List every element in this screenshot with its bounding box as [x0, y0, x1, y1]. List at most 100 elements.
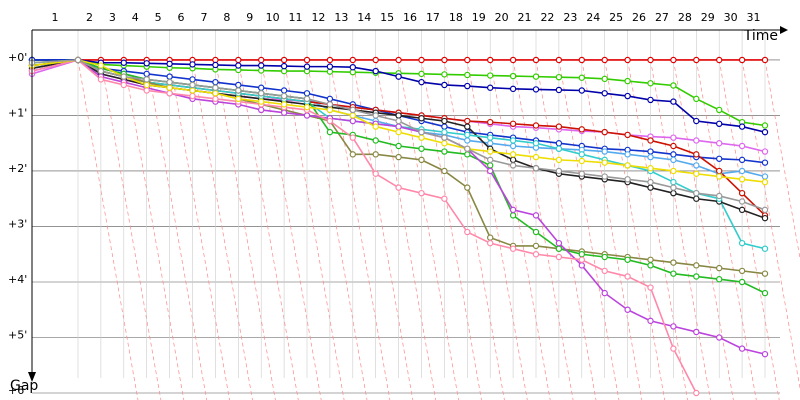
point: [464, 56, 471, 64]
point: [326, 106, 334, 114]
point: [395, 112, 402, 119]
point: [280, 56, 288, 64]
point: [738, 239, 746, 247]
point: [441, 123, 448, 130]
point: [280, 87, 288, 94]
lap-line: [100, 59, 162, 400]
x-tick-label: 26: [632, 11, 646, 24]
point: [441, 167, 448, 175]
point: [670, 98, 677, 105]
point: [97, 67, 105, 75]
point: [761, 206, 769, 214]
point: [349, 112, 356, 119]
point: [464, 184, 471, 191]
point: [693, 262, 700, 269]
series-line: [31, 59, 766, 250]
x-tick-label: 16: [403, 11, 417, 24]
point: [464, 131, 471, 139]
point: [395, 117, 402, 125]
point: [349, 117, 356, 125]
point: [464, 71, 471, 79]
point: [716, 173, 723, 180]
point: [487, 118, 494, 126]
point: [326, 56, 334, 64]
point: [280, 109, 288, 116]
point: [670, 151, 677, 158]
point: [647, 262, 654, 269]
point: [555, 123, 563, 130]
point: [761, 173, 769, 180]
point: [578, 262, 586, 269]
point: [235, 95, 242, 103]
point: [418, 189, 425, 197]
point: [212, 95, 219, 103]
lap-line: [535, 59, 597, 400]
point: [647, 96, 654, 104]
point: [372, 151, 379, 158]
y-axis-label: Gap: [10, 378, 38, 394]
point: [601, 56, 608, 64]
point: [464, 137, 471, 144]
point: [258, 84, 265, 91]
point: [349, 56, 356, 64]
point: [693, 151, 700, 158]
lap-line: [283, 59, 345, 400]
lap-line: [215, 59, 276, 400]
point: [578, 87, 586, 94]
plot: [28, 56, 769, 397]
point: [235, 62, 242, 69]
point: [670, 270, 677, 277]
point: [487, 134, 494, 141]
point: [693, 95, 700, 103]
point: [716, 140, 723, 147]
point: [601, 173, 608, 180]
point: [303, 95, 311, 103]
point: [509, 212, 517, 219]
point: [97, 62, 105, 69]
point: [349, 151, 356, 158]
point: [738, 198, 746, 205]
point: [578, 256, 586, 263]
series-line: [31, 59, 766, 211]
point: [624, 92, 631, 100]
point: [395, 73, 402, 80]
point: [464, 82, 471, 90]
point: [372, 56, 379, 64]
point: [670, 189, 677, 197]
point: [647, 80, 654, 87]
y-tick-label: +4': [8, 273, 27, 286]
point: [738, 345, 746, 352]
point: [555, 145, 563, 152]
point: [395, 56, 402, 64]
lap-line: [604, 59, 666, 400]
point: [326, 128, 334, 136]
point: [601, 289, 608, 297]
lap-line: [489, 59, 551, 400]
point: [716, 264, 723, 272]
point: [418, 78, 425, 86]
point: [326, 63, 334, 70]
point: [441, 71, 448, 78]
point: [258, 56, 265, 64]
point: [532, 73, 540, 80]
point: [670, 82, 677, 89]
point: [189, 92, 196, 100]
point: [578, 170, 586, 177]
point: [693, 162, 700, 169]
point: [670, 259, 677, 266]
point: [303, 56, 311, 64]
point: [280, 62, 288, 70]
point: [532, 86, 540, 93]
lap-line: [444, 59, 505, 400]
x-axis-label: Time: [743, 28, 778, 44]
point: [670, 156, 677, 164]
series-line: [32, 59, 766, 127]
x-tick-label: 11: [289, 11, 303, 24]
y-arrow: [28, 372, 36, 382]
x-tick-label: 2: [86, 11, 93, 24]
lap-line: [764, 59, 800, 261]
x-tick-label: 1: [52, 11, 59, 24]
point: [761, 56, 769, 64]
point: [532, 251, 540, 258]
